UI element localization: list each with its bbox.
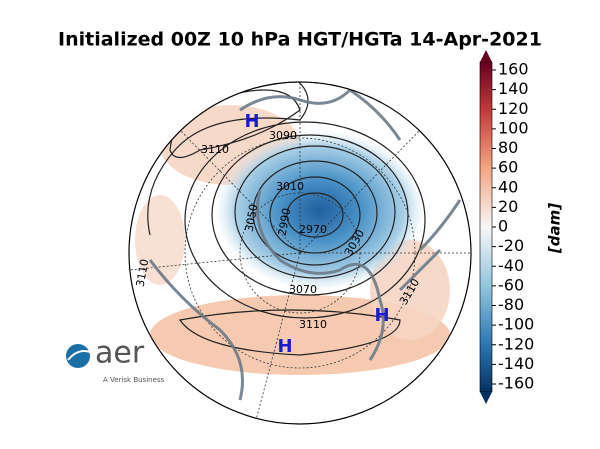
high-marker: H	[277, 336, 292, 357]
map-border	[128, 81, 472, 425]
colorbar-extend	[480, 50, 492, 62]
colorbar-extend	[480, 392, 492, 404]
colorbar-tick-label: 120	[498, 99, 529, 118]
logo-icon	[66, 344, 90, 368]
contour-label: 2970	[299, 223, 327, 236]
colorbar-tick-label: -120	[498, 334, 534, 353]
colorbar-tick-label: -80	[498, 295, 524, 314]
colorbar-tick-label: 100	[498, 118, 529, 137]
colorbar-tick-label: -160	[498, 374, 534, 393]
map-disk	[129, 82, 471, 424]
colorbar-tick-label: 80	[498, 138, 518, 157]
colorbar-tick-label: -100	[498, 315, 534, 334]
colorbar-tick-label: -40	[498, 256, 524, 275]
logo: aer A Verisk Business	[66, 336, 165, 384]
contour-label: 3090	[269, 129, 297, 142]
colorbar-tick-label: 0	[498, 217, 508, 236]
colorbar-tick-label: -20	[498, 236, 524, 255]
title: Initialized 00Z 10 hPa HGT/HGTa 14-Apr-2…	[58, 29, 542, 51]
colorbar-label: [dam]	[546, 203, 564, 254]
colorbar-tick-label: 160	[498, 60, 529, 79]
contour-label: 3110	[299, 318, 327, 331]
contour-label: 3070	[289, 283, 317, 296]
high-marker: H	[244, 111, 259, 132]
contour-label: 3050	[243, 203, 261, 233]
colorbar-tick-label: 140	[498, 79, 529, 98]
colorbar-tick-label: -140	[498, 354, 534, 373]
contour-label: 2990	[276, 207, 294, 237]
contour-label: 3110	[201, 143, 229, 156]
colorbar	[479, 61, 493, 393]
colorbar-tick-label: 40	[498, 177, 518, 196]
colorbar-tick-label: 60	[498, 158, 518, 177]
logo-name: aer	[95, 336, 145, 371]
logo-tagline: A Verisk Business	[103, 376, 165, 384]
high-marker: H	[374, 305, 389, 326]
colorbar-tick-label: 20	[498, 197, 518, 216]
contour-label: 3110	[134, 258, 152, 288]
contour-label: 3010	[276, 180, 304, 193]
colorbar-tick-label: -60	[498, 275, 524, 294]
